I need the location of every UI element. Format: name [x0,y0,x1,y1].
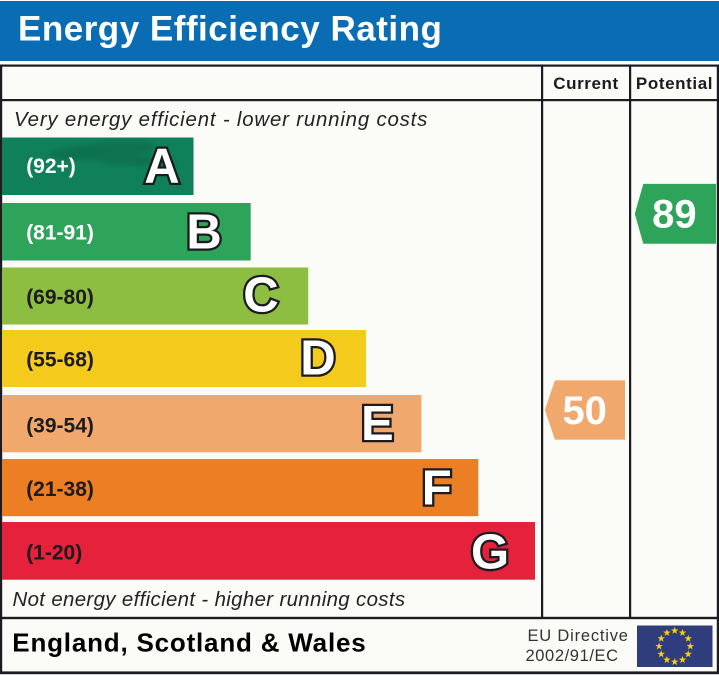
svg-text:(55-68): (55-68) [26,349,94,372]
svg-text:(39-54): (39-54) [26,415,94,438]
svg-text:89: 89 [652,192,697,236]
svg-text:Not energy efficient - higher: Not energy efficient - higher running co… [13,589,406,611]
svg-text:(92+): (92+) [26,155,76,178]
svg-text:(21-38): (21-38) [26,478,94,501]
svg-text:50: 50 [562,389,607,433]
svg-text:(81-91): (81-91) [26,222,94,245]
svg-text:Very energy efficient - lower: Very energy efficient - lower running co… [14,109,428,131]
svg-text:(1-20): (1-20) [26,542,82,565]
svg-text:2002/91/EC: 2002/91/EC [526,647,619,665]
svg-text:E: E [361,397,394,451]
svg-text:C: C [243,269,278,323]
svg-text:D: D [300,332,335,386]
svg-text:Current: Current [553,74,619,93]
svg-text:F: F [422,462,452,516]
svg-text:Energy Efficiency Rating: Energy Efficiency Rating [18,10,442,49]
svg-text:G: G [471,525,509,579]
svg-text:A: A [144,139,179,193]
svg-text:B: B [186,205,221,259]
svg-text:England, Scotland & Wales: England, Scotland & Wales [12,627,366,657]
svg-text:Potential: Potential [636,74,713,93]
svg-text:EU Directive: EU Directive [528,627,629,645]
svg-text:(69-80): (69-80) [26,286,94,309]
